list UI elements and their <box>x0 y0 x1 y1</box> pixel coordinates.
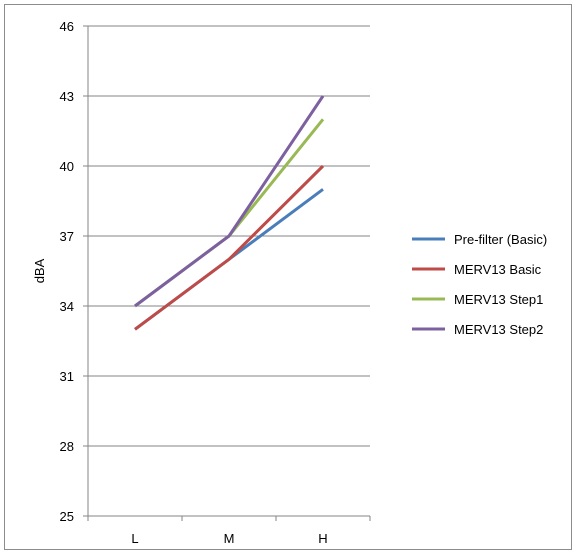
y-tick-labels: 25 28 31 34 37 40 43 46 <box>60 19 74 524</box>
series-line-1 <box>134 164 325 331</box>
axes <box>87 26 370 517</box>
legend-label: Pre-filter (Basic) <box>454 232 547 247</box>
legend-label: MERV13 Step1 <box>454 292 543 307</box>
y-tick-label: 25 <box>60 509 74 524</box>
y-tick-label: 43 <box>60 89 74 104</box>
series-lines <box>134 95 325 331</box>
y-axis-title: dBA <box>32 258 47 283</box>
y-tick-label: 31 <box>60 369 74 384</box>
x-tick-label: L <box>131 531 138 546</box>
x-tick-label: M <box>224 531 235 546</box>
chart-frame <box>4 4 572 550</box>
legend-label: MERV13 Basic <box>454 262 542 277</box>
gridlines <box>83 25 371 521</box>
x-tick-label: H <box>318 531 327 546</box>
legend-label: MERV13 Step2 <box>454 322 543 337</box>
y-tick-label: 46 <box>60 19 74 34</box>
series-line-2 <box>134 118 325 308</box>
y-tick-label: 28 <box>60 439 74 454</box>
y-tick-label: 37 <box>60 229 74 244</box>
y-tick-label: 34 <box>60 299 74 314</box>
legend: Pre-filter (Basic) MERV13 Basic MERV13 Ste… <box>412 232 547 337</box>
series-line-3 <box>134 95 325 308</box>
y-tick-label: 40 <box>60 159 74 174</box>
